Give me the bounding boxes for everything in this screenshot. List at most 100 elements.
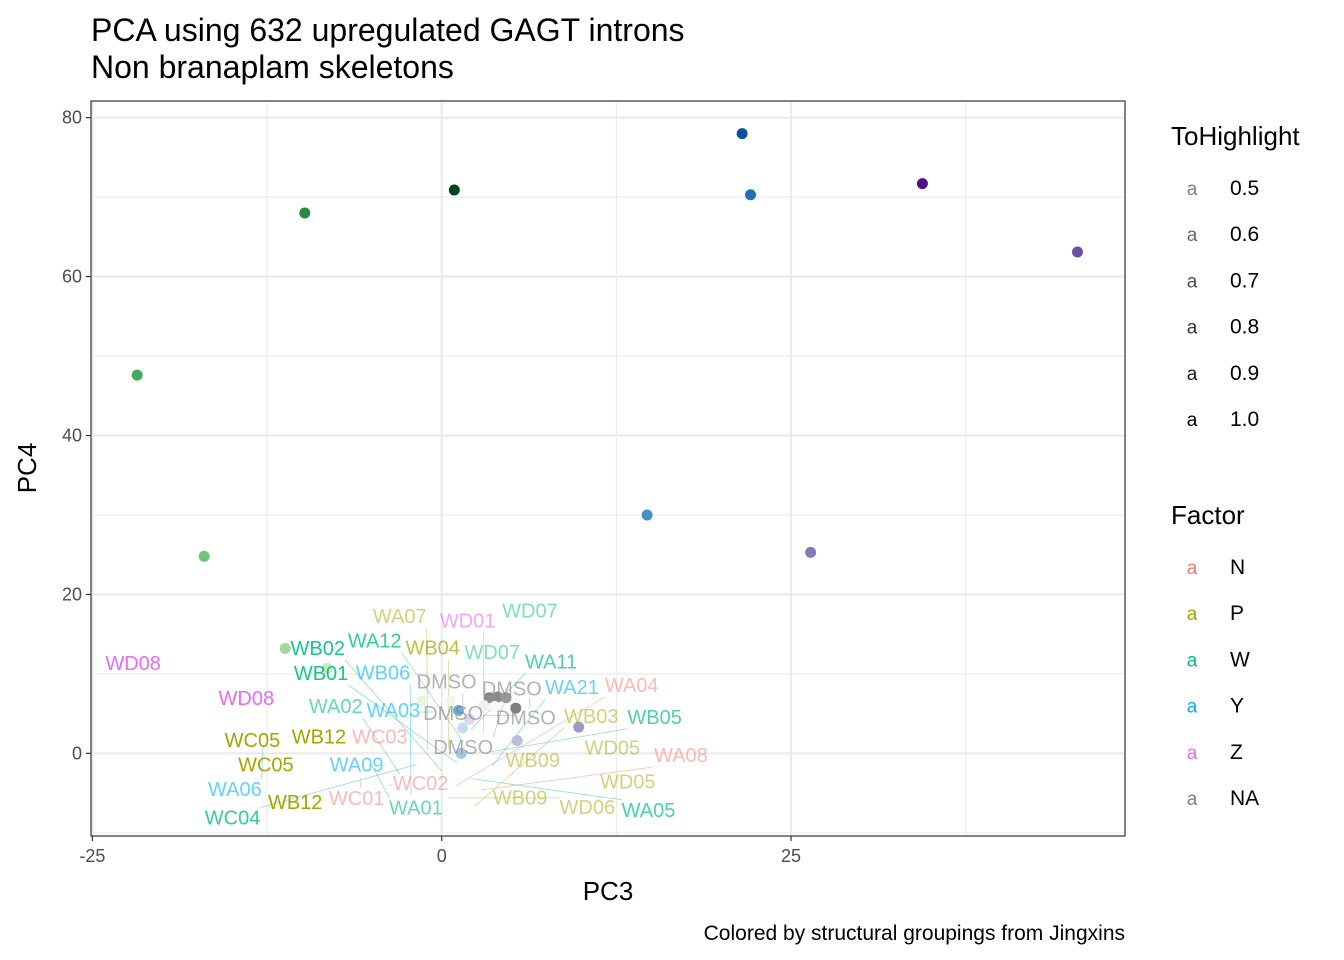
legend-entry-label: P — [1230, 602, 1244, 625]
data-point — [198, 550, 210, 562]
point-label: WB03 — [564, 706, 618, 728]
data-point — [448, 184, 460, 196]
data-point — [510, 702, 522, 714]
label-leader-line — [491, 698, 546, 767]
legend-key-glyph: a — [1187, 410, 1198, 431]
data-point — [299, 207, 311, 219]
point-label: WB05 — [627, 707, 681, 729]
chart-subtitle: Non branaplam skeletons — [91, 49, 454, 85]
point-label: WA03 — [366, 700, 420, 722]
point-label: WD01 — [440, 611, 496, 633]
y-tick-label: 80 — [62, 108, 82, 128]
x-tick-label: 25 — [781, 846, 801, 866]
point-label: WA12 — [348, 630, 402, 652]
data-point — [483, 692, 495, 704]
legend-key-glyph: a — [1187, 789, 1198, 810]
data-point — [444, 695, 456, 707]
point-label: WB09 — [493, 787, 547, 809]
label-leader-line — [348, 684, 458, 764]
point-label: WB12 — [268, 792, 322, 814]
chart-title: PCA using 632 upregulated GAGT introns — [91, 12, 685, 48]
legend-key-glyph: a — [1187, 604, 1198, 625]
point-label: WC02 — [393, 773, 449, 795]
label-leader-line — [401, 652, 464, 742]
legend-key-glyph: a — [1187, 318, 1198, 339]
point-label: DMSO — [417, 672, 477, 694]
point-label: WD08 — [105, 653, 161, 675]
legend-entry-label: 0.7 — [1230, 269, 1259, 292]
legend-key-glyph: a — [1187, 271, 1198, 292]
point-label: WB04 — [405, 638, 459, 660]
legend-entry-label: W — [1230, 648, 1250, 671]
label-leader-line — [474, 727, 565, 807]
legend-key-glyph: a — [1187, 558, 1198, 579]
point-label: WB02 — [290, 638, 344, 660]
label-leader-line — [490, 728, 628, 753]
legend-key-glyph: a — [1187, 743, 1198, 764]
data-point — [573, 721, 585, 733]
panel-border — [90, 100, 1126, 837]
legend-key-glyph: a — [1187, 225, 1198, 246]
point-label: WA06 — [208, 779, 262, 801]
point-label: WC03 — [352, 726, 408, 748]
legend-key-glyph: a — [1187, 364, 1198, 385]
axes: -25 0 25 0 20 40 60 80 — [62, 108, 801, 866]
y-tick-label: 20 — [62, 584, 82, 604]
legend-entry-label: N — [1230, 556, 1245, 579]
y-tick-label: 0 — [72, 743, 82, 763]
point-label: WA04 — [605, 675, 659, 697]
label-leader-line — [344, 659, 443, 772]
data-point — [736, 128, 748, 140]
data-point — [452, 704, 464, 716]
caption: Colored by structural groupings from Jin… — [704, 922, 1125, 945]
point-label: WD05 — [585, 737, 641, 759]
point-label: WA11 — [525, 652, 577, 674]
legend-entry-label: 0.8 — [1230, 316, 1259, 339]
label-leader-line — [492, 704, 504, 738]
plot-marks: WD07 WD07 WD08 WD08 WD05 WD05 WB12 WB12 WC05 WC05… — [105, 128, 1083, 829]
data-point — [805, 546, 817, 558]
point-label: WA01 — [389, 797, 443, 819]
label-leader-line — [426, 628, 429, 751]
point-label: WC01 — [329, 788, 385, 810]
point-label: WA09 — [330, 755, 384, 777]
point-label: WB01 — [294, 663, 348, 685]
legend-entry-label: NA — [1230, 787, 1259, 810]
point-label: WA02 — [309, 696, 363, 718]
legend-key-glyph: a — [1187, 650, 1198, 671]
data-point — [641, 509, 653, 521]
data-point — [321, 662, 333, 674]
point-label: WD07 — [464, 642, 520, 664]
y-tick-label: 60 — [62, 267, 82, 287]
legend-entry-label: Z — [1230, 741, 1243, 764]
data-point — [131, 369, 143, 381]
point-label: WB12 — [292, 726, 346, 748]
grid — [91, 101, 1125, 836]
point-label: WA08 — [654, 745, 708, 767]
legend-key-glyph: a — [1187, 697, 1198, 718]
point-label: WC05 — [238, 755, 294, 777]
data-point — [464, 713, 476, 725]
point-label: DMSO — [496, 708, 556, 730]
legend-key-glyph: a — [1187, 179, 1198, 200]
data-point — [745, 189, 757, 201]
label-leader-line — [472, 778, 622, 801]
label-leader-line — [480, 766, 655, 791]
point-label: DMSO — [482, 679, 542, 701]
label-leader-line — [371, 765, 390, 798]
data-point — [500, 692, 512, 704]
data-point — [511, 735, 523, 747]
label-leader-line — [261, 746, 264, 780]
y-axis-label: PC4 — [12, 443, 42, 494]
legend-entry-label: 0.9 — [1230, 362, 1259, 385]
point-label: DMSO — [433, 737, 493, 759]
data-point — [916, 178, 928, 190]
legend-title: Factor — [1171, 500, 1245, 530]
point-label: WC04 — [205, 807, 261, 829]
point-label: WA21 — [545, 677, 599, 699]
point-label: WD07 — [502, 601, 558, 623]
data-point — [492, 691, 504, 703]
legend-entry-label: Y — [1230, 695, 1244, 718]
point-label: WD05 — [600, 771, 656, 793]
